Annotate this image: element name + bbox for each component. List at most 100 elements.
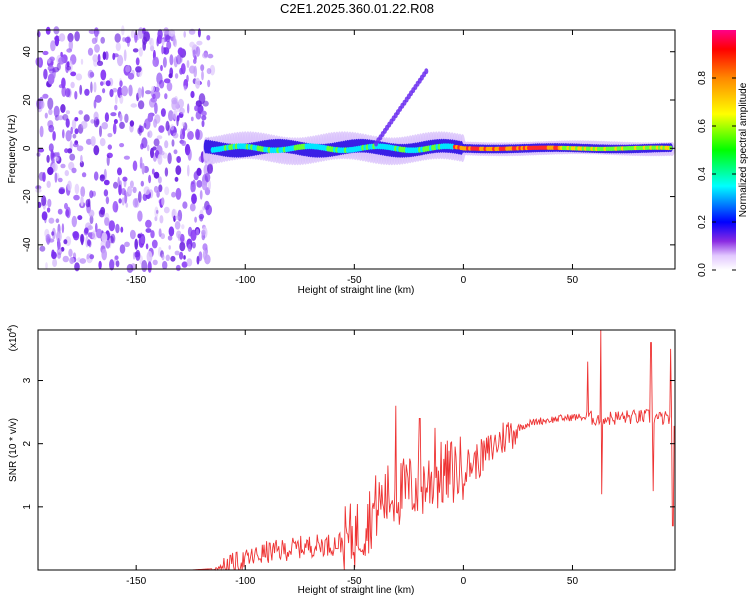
noise-blob: [164, 167, 169, 177]
noise-blob: [153, 171, 160, 179]
noise-blob: [132, 160, 138, 172]
noise-blob: [138, 191, 142, 203]
noise-blob: [87, 232, 93, 238]
noise-blob: [157, 153, 163, 165]
colorbar-gradient: [712, 30, 736, 270]
noise-blob: [199, 190, 203, 200]
noise-blob: [202, 100, 209, 107]
snr-x-tick-label: -100: [235, 576, 255, 587]
noise-blob: [93, 145, 100, 156]
noise-blob: [44, 112, 48, 119]
noise-blob: [202, 249, 207, 260]
noise-blob: [67, 32, 74, 43]
noise-blob: [90, 119, 95, 124]
noise-blob: [126, 263, 134, 273]
noise-blob: [190, 116, 194, 122]
noise-blob: [163, 47, 170, 55]
noise-blob: [78, 110, 83, 115]
noise-blob: [47, 97, 54, 110]
noise-blob: [112, 201, 119, 213]
noise-blob: [48, 108, 53, 116]
spectrogram-x-tick-label: 50: [567, 275, 579, 286]
noise-blob: [181, 224, 185, 230]
noise-blob: [105, 80, 111, 87]
noise-blob: [72, 231, 79, 239]
noise-blob: [80, 58, 84, 65]
noise-blob: [193, 65, 197, 78]
noise-blob: [119, 80, 123, 87]
noise-blob: [74, 31, 80, 42]
noise-blob: [123, 155, 130, 160]
snr-x-tick-label: 0: [461, 576, 467, 587]
noise-blob: [161, 197, 165, 206]
noise-blob: [46, 154, 50, 163]
noise-blob: [181, 261, 188, 268]
noise-blob: [70, 81, 75, 89]
noise-blob: [113, 119, 118, 124]
noise-blob: [132, 198, 139, 208]
spectrogram-y-tick-label: 20: [22, 94, 33, 106]
noise-blob: [135, 57, 140, 66]
snr-frame: [37, 329, 676, 571]
noise-blob: [105, 196, 110, 205]
noise-blob: [104, 217, 110, 226]
noise-blob: [127, 72, 135, 80]
noise-blob: [64, 148, 69, 154]
noise-blob: [56, 247, 63, 256]
noise-blob: [91, 230, 98, 240]
noise-blob: [146, 189, 150, 195]
noise-blob: [196, 180, 203, 188]
noise-blob: [79, 258, 87, 264]
noise-blob: [145, 243, 149, 250]
noise-blob: [134, 31, 138, 43]
noise-blob: [81, 172, 87, 178]
noise-blob: [62, 255, 69, 263]
chart-title: C2E1.2025.360.01.22.R08: [280, 1, 434, 16]
noise-blob: [74, 183, 80, 195]
noise-blob: [173, 149, 178, 155]
noise-blob: [61, 86, 67, 97]
signal-trace: [203, 131, 675, 166]
noise-blob: [196, 40, 203, 46]
noise-blob: [130, 103, 138, 108]
noise-blob: [156, 38, 159, 47]
noise-blob: [50, 40, 56, 52]
noise-blob: [158, 184, 163, 193]
noise-blob: [107, 144, 113, 150]
noise-blob: [129, 180, 134, 189]
noise-blob: [99, 138, 106, 147]
noise-blob: [179, 241, 186, 252]
noise-blob: [206, 68, 212, 75]
noise-blob: [168, 245, 171, 250]
signal-branch: [374, 68, 429, 147]
noise-blob: [52, 227, 56, 240]
noise-blob: [48, 217, 55, 224]
noise-blob: [113, 53, 119, 58]
noise-blob: [70, 71, 77, 77]
noise-blob: [83, 114, 90, 122]
noise-blob: [202, 243, 208, 251]
noise-blob: [189, 203, 196, 212]
noise-blob: [95, 118, 100, 126]
noise-blob: [141, 137, 148, 149]
noise-blob: [119, 244, 126, 254]
noise-blob: [64, 170, 70, 177]
noise-blob: [135, 249, 141, 261]
noise-blob: [158, 228, 162, 238]
noise-blob: [193, 58, 197, 64]
noise-blob: [150, 97, 158, 103]
noise-blob: [198, 251, 203, 262]
noise-blob: [57, 241, 61, 250]
noise-blob: [207, 53, 214, 59]
noise-blob: [42, 50, 49, 56]
noise-blob: [195, 228, 200, 236]
noise-blob: [182, 201, 188, 209]
noise-blob: [141, 260, 148, 272]
noise-blob: [103, 179, 110, 186]
noise-blob: [84, 227, 89, 234]
noise-blob: [137, 210, 143, 222]
noise-blob: [145, 219, 152, 228]
noise-blob: [65, 209, 70, 217]
noise-blob: [156, 82, 160, 88]
noise-blob: [87, 225, 93, 231]
